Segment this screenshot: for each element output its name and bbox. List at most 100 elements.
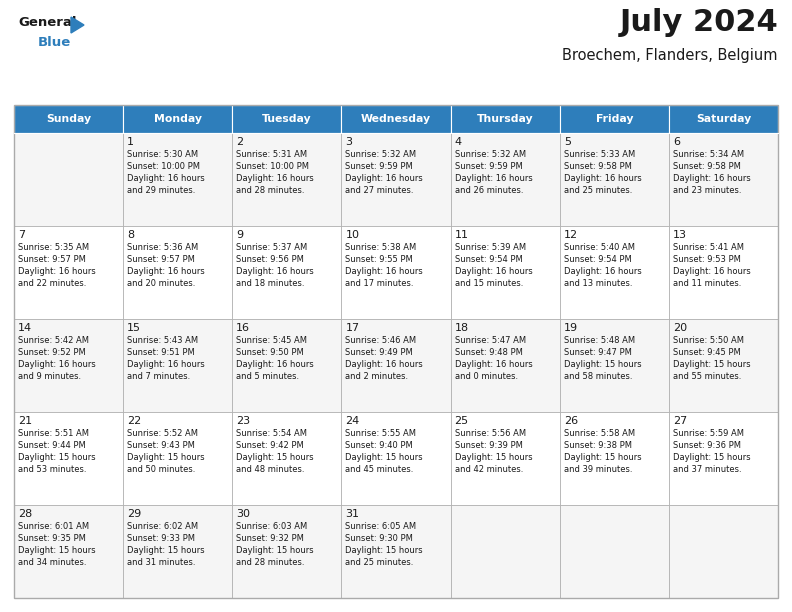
- Bar: [451, 412, 560, 505]
- Text: Sunrise: 5:41 AM
Sunset: 9:53 PM
Daylight: 16 hours
and 11 minutes.: Sunrise: 5:41 AM Sunset: 9:53 PM Dayligh…: [673, 243, 751, 288]
- Text: Sunrise: 5:34 AM
Sunset: 9:58 PM
Daylight: 16 hours
and 23 minutes.: Sunrise: 5:34 AM Sunset: 9:58 PM Dayligh…: [673, 150, 751, 195]
- Text: Sunrise: 5:43 AM
Sunset: 9:51 PM
Daylight: 16 hours
and 7 minutes.: Sunrise: 5:43 AM Sunset: 9:51 PM Dayligh…: [128, 336, 205, 381]
- Bar: [669, 319, 778, 412]
- Text: 21: 21: [18, 416, 32, 426]
- Text: Sunrise: 5:54 AM
Sunset: 9:42 PM
Daylight: 15 hours
and 48 minutes.: Sunrise: 5:54 AM Sunset: 9:42 PM Dayligh…: [236, 429, 314, 474]
- Text: 6: 6: [673, 137, 680, 147]
- Bar: [451, 105, 560, 133]
- Text: 1: 1: [128, 137, 134, 147]
- Bar: [14, 105, 123, 133]
- Text: July 2024: July 2024: [619, 8, 778, 37]
- Text: Sunday: Sunday: [46, 114, 91, 124]
- Text: 26: 26: [564, 416, 578, 426]
- Bar: [14, 133, 123, 226]
- Bar: [669, 133, 778, 226]
- Text: Sunrise: 5:40 AM
Sunset: 9:54 PM
Daylight: 16 hours
and 13 minutes.: Sunrise: 5:40 AM Sunset: 9:54 PM Dayligh…: [564, 243, 642, 288]
- Text: Thursday: Thursday: [477, 114, 534, 124]
- Text: Sunrise: 5:58 AM
Sunset: 9:38 PM
Daylight: 15 hours
and 39 minutes.: Sunrise: 5:58 AM Sunset: 9:38 PM Dayligh…: [564, 429, 642, 474]
- Text: Sunrise: 5:55 AM
Sunset: 9:40 PM
Daylight: 15 hours
and 45 minutes.: Sunrise: 5:55 AM Sunset: 9:40 PM Dayligh…: [345, 429, 423, 474]
- Text: 19: 19: [564, 323, 578, 333]
- Text: Sunrise: 6:03 AM
Sunset: 9:32 PM
Daylight: 15 hours
and 28 minutes.: Sunrise: 6:03 AM Sunset: 9:32 PM Dayligh…: [236, 522, 314, 567]
- Bar: [123, 105, 232, 133]
- Text: Sunrise: 6:01 AM
Sunset: 9:35 PM
Daylight: 15 hours
and 34 minutes.: Sunrise: 6:01 AM Sunset: 9:35 PM Dayligh…: [18, 522, 96, 567]
- Text: 9: 9: [236, 230, 243, 240]
- Text: Sunrise: 5:32 AM
Sunset: 9:59 PM
Daylight: 16 hours
and 26 minutes.: Sunrise: 5:32 AM Sunset: 9:59 PM Dayligh…: [455, 150, 532, 195]
- Bar: [341, 133, 451, 226]
- Polygon shape: [71, 17, 84, 33]
- Text: Sunrise: 5:42 AM
Sunset: 9:52 PM
Daylight: 16 hours
and 9 minutes.: Sunrise: 5:42 AM Sunset: 9:52 PM Dayligh…: [18, 336, 96, 381]
- Bar: [14, 412, 123, 505]
- Text: 31: 31: [345, 509, 360, 519]
- Text: 4: 4: [455, 137, 462, 147]
- Text: 15: 15: [128, 323, 141, 333]
- Text: 14: 14: [18, 323, 32, 333]
- Bar: [451, 226, 560, 319]
- Text: 17: 17: [345, 323, 360, 333]
- Bar: [451, 133, 560, 226]
- Bar: [232, 319, 341, 412]
- Text: 25: 25: [455, 416, 469, 426]
- Text: 7: 7: [18, 230, 25, 240]
- Text: 8: 8: [128, 230, 135, 240]
- Bar: [123, 226, 232, 319]
- Text: Sunrise: 5:56 AM
Sunset: 9:39 PM
Daylight: 15 hours
and 42 minutes.: Sunrise: 5:56 AM Sunset: 9:39 PM Dayligh…: [455, 429, 532, 474]
- Text: 27: 27: [673, 416, 687, 426]
- Bar: [560, 105, 669, 133]
- Bar: [232, 226, 341, 319]
- Text: Sunrise: 5:32 AM
Sunset: 9:59 PM
Daylight: 16 hours
and 27 minutes.: Sunrise: 5:32 AM Sunset: 9:59 PM Dayligh…: [345, 150, 423, 195]
- Bar: [14, 505, 123, 598]
- Text: Sunrise: 5:36 AM
Sunset: 9:57 PM
Daylight: 16 hours
and 20 minutes.: Sunrise: 5:36 AM Sunset: 9:57 PM Dayligh…: [128, 243, 205, 288]
- Bar: [669, 226, 778, 319]
- Text: 16: 16: [236, 323, 250, 333]
- Bar: [341, 505, 451, 598]
- Text: Sunrise: 5:30 AM
Sunset: 10:00 PM
Daylight: 16 hours
and 29 minutes.: Sunrise: 5:30 AM Sunset: 10:00 PM Daylig…: [128, 150, 205, 195]
- Bar: [451, 319, 560, 412]
- Bar: [560, 412, 669, 505]
- Text: Sunrise: 5:35 AM
Sunset: 9:57 PM
Daylight: 16 hours
and 22 minutes.: Sunrise: 5:35 AM Sunset: 9:57 PM Dayligh…: [18, 243, 96, 288]
- Text: Sunrise: 6:02 AM
Sunset: 9:33 PM
Daylight: 15 hours
and 31 minutes.: Sunrise: 6:02 AM Sunset: 9:33 PM Dayligh…: [128, 522, 205, 567]
- Bar: [123, 505, 232, 598]
- Text: Sunrise: 5:59 AM
Sunset: 9:36 PM
Daylight: 15 hours
and 37 minutes.: Sunrise: 5:59 AM Sunset: 9:36 PM Dayligh…: [673, 429, 751, 474]
- Bar: [560, 226, 669, 319]
- Bar: [560, 319, 669, 412]
- Text: Blue: Blue: [38, 36, 71, 49]
- Bar: [341, 105, 451, 133]
- Bar: [669, 105, 778, 133]
- Text: Friday: Friday: [596, 114, 633, 124]
- Text: Tuesday: Tuesday: [262, 114, 312, 124]
- Text: Sunrise: 5:33 AM
Sunset: 9:58 PM
Daylight: 16 hours
and 25 minutes.: Sunrise: 5:33 AM Sunset: 9:58 PM Dayligh…: [564, 150, 642, 195]
- Text: Sunrise: 5:46 AM
Sunset: 9:49 PM
Daylight: 16 hours
and 2 minutes.: Sunrise: 5:46 AM Sunset: 9:49 PM Dayligh…: [345, 336, 423, 381]
- Text: Saturday: Saturday: [696, 114, 751, 124]
- Text: Broechem, Flanders, Belgium: Broechem, Flanders, Belgium: [562, 48, 778, 63]
- Text: General: General: [18, 16, 77, 29]
- Text: Sunrise: 5:31 AM
Sunset: 10:00 PM
Daylight: 16 hours
and 28 minutes.: Sunrise: 5:31 AM Sunset: 10:00 PM Daylig…: [236, 150, 314, 195]
- Bar: [232, 505, 341, 598]
- Text: Sunrise: 5:47 AM
Sunset: 9:48 PM
Daylight: 16 hours
and 0 minutes.: Sunrise: 5:47 AM Sunset: 9:48 PM Dayligh…: [455, 336, 532, 381]
- Text: Sunrise: 5:45 AM
Sunset: 9:50 PM
Daylight: 16 hours
and 5 minutes.: Sunrise: 5:45 AM Sunset: 9:50 PM Dayligh…: [236, 336, 314, 381]
- Text: Sunrise: 5:51 AM
Sunset: 9:44 PM
Daylight: 15 hours
and 53 minutes.: Sunrise: 5:51 AM Sunset: 9:44 PM Dayligh…: [18, 429, 96, 474]
- Bar: [669, 412, 778, 505]
- Bar: [232, 133, 341, 226]
- Text: 22: 22: [128, 416, 142, 426]
- Text: 18: 18: [455, 323, 469, 333]
- Text: 13: 13: [673, 230, 687, 240]
- Bar: [14, 319, 123, 412]
- Bar: [341, 412, 451, 505]
- Text: Monday: Monday: [154, 114, 202, 124]
- Bar: [560, 505, 669, 598]
- Text: 29: 29: [128, 509, 142, 519]
- Bar: [669, 505, 778, 598]
- Text: 20: 20: [673, 323, 687, 333]
- Text: 5: 5: [564, 137, 571, 147]
- Text: Sunrise: 5:38 AM
Sunset: 9:55 PM
Daylight: 16 hours
and 17 minutes.: Sunrise: 5:38 AM Sunset: 9:55 PM Dayligh…: [345, 243, 423, 288]
- Bar: [232, 412, 341, 505]
- Text: 12: 12: [564, 230, 578, 240]
- Text: Wednesday: Wednesday: [361, 114, 431, 124]
- Text: Sunrise: 5:52 AM
Sunset: 9:43 PM
Daylight: 15 hours
and 50 minutes.: Sunrise: 5:52 AM Sunset: 9:43 PM Dayligh…: [128, 429, 205, 474]
- Bar: [451, 505, 560, 598]
- Bar: [14, 226, 123, 319]
- Bar: [123, 412, 232, 505]
- Text: 28: 28: [18, 509, 32, 519]
- Text: Sunrise: 5:39 AM
Sunset: 9:54 PM
Daylight: 16 hours
and 15 minutes.: Sunrise: 5:39 AM Sunset: 9:54 PM Dayligh…: [455, 243, 532, 288]
- Text: 10: 10: [345, 230, 360, 240]
